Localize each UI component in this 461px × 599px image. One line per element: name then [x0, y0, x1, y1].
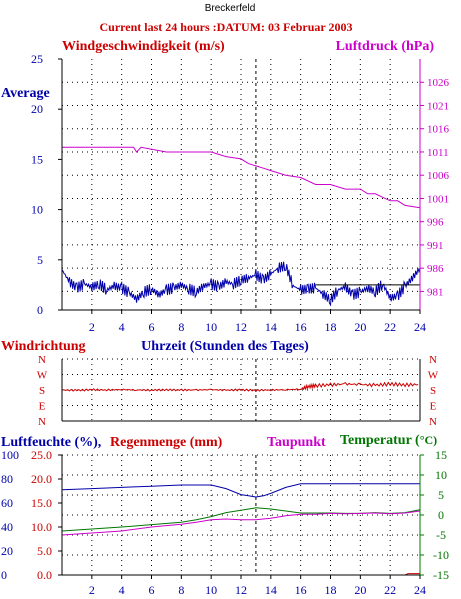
humidity-tick-label: 60 — [1, 496, 13, 510]
pressure-axis-label: Luftdruck (hPa) — [336, 39, 435, 54]
wind-speed-tick-label: 10 — [31, 203, 43, 217]
temperature-label-unit: °C) — [420, 433, 437, 447]
wind-direction-axes: N NW WS SE EN N — [37, 354, 439, 428]
rain-tick-label: 15.0 — [31, 496, 52, 510]
pressure-tick-label: 1021 — [427, 100, 449, 112]
pressure-tick-label: 1011 — [427, 147, 449, 159]
pressure-tick-label: 986 — [427, 263, 444, 275]
wind-speed-axis-label: Windgeschwindigkeit (m/s) — [62, 39, 225, 54]
temperature-axis-label: Temperatur (°C) — [340, 433, 437, 448]
temperature-label-text: Temperatur ( — [340, 433, 420, 448]
wind-pressure-panel: Windgeschwindigkeit (m/s) Luftdruck (hPa… — [1, 39, 450, 334]
hour-tick-label: 16 — [295, 583, 307, 597]
pressure-line — [62, 146, 421, 209]
wind-speed-tick-label: 0 — [37, 303, 43, 317]
direction-label-left: W — [37, 370, 48, 382]
temperature-tick-label: -5 — [436, 528, 446, 542]
hour-tick-label: 18 — [325, 320, 337, 334]
hour-tick-label: 10 — [205, 320, 217, 334]
hour-tick-label: 2 — [89, 320, 95, 334]
humidity-axis-label: Luftfeuchte (%), — [1, 435, 101, 450]
rain-tick-label: 5.0 — [37, 544, 52, 558]
wind-direction-panel: Windrichtung Uhrzeit (Stunden des Tages)… — [1, 339, 439, 428]
humidity-tick-label: 80 — [1, 472, 13, 486]
direction-label-left: E — [39, 401, 46, 413]
wind-direction-line — [61, 381, 419, 392]
dewpoint-line — [61, 510, 421, 536]
hour-tick-label: 20 — [354, 320, 366, 334]
humidity-line — [61, 483, 420, 498]
hour-tick-label: 8 — [178, 583, 184, 597]
wind-direction-series — [61, 359, 419, 421]
dewpoint-label: Taupunkt — [267, 435, 326, 450]
hour-tick-label: 6 — [149, 320, 155, 334]
humidity-tick-label: 20 — [1, 544, 13, 558]
average-label: Average — [1, 86, 50, 101]
hour-tick-label: 4 — [119, 583, 125, 597]
pressure-tick-label: 981 — [427, 286, 444, 298]
pressure-tick-label: 1001 — [427, 193, 449, 205]
pressure-tick-label: 991 — [427, 240, 444, 252]
temperature-tick-label: 5 — [438, 488, 444, 502]
humidity-tick-label: 0 — [1, 568, 7, 582]
humidity-temperature-axes: 151050-5-10-1510080604020025.020.015.010… — [1, 448, 449, 597]
wind-pressure-grid — [62, 59, 421, 310]
chart-title: Current last 24 hours :DATUM: 03 Februar… — [100, 20, 353, 34]
rain-axis-label: Regenmenge (mm) — [110, 435, 223, 450]
hour-tick-label: 8 — [178, 320, 184, 334]
hour-tick-label: 22 — [384, 583, 396, 597]
time-axis-label: Uhrzeit (Stunden des Tages) — [141, 339, 309, 354]
hour-tick-label: 20 — [354, 583, 366, 597]
wind-speed-tick-label: 15 — [31, 152, 43, 166]
hour-tick-label: 14 — [265, 583, 277, 597]
hour-tick-label: 12 — [235, 583, 247, 597]
rain-tick-label: 20.0 — [31, 472, 52, 486]
hour-tick-label: 16 — [295, 320, 307, 334]
hour-tick-label: 22 — [384, 320, 396, 334]
pressure-tick-label: 1026 — [427, 77, 450, 89]
hour-tick-label: 4 — [119, 320, 125, 334]
hour-tick-label: 2 — [89, 583, 95, 597]
rain-tick-label: 25.0 — [31, 448, 52, 462]
wind-speed-line — [61, 261, 421, 307]
direction-label-right: S — [430, 385, 436, 397]
pressure-tick-label: 1006 — [427, 170, 450, 182]
wind-speed-tick-label: 20 — [31, 102, 43, 116]
temperature-tick-label: -15 — [433, 568, 449, 582]
hour-tick-label: 18 — [325, 583, 337, 597]
hour-tick-label: 14 — [265, 320, 277, 334]
station-name: Breckerfeld — [205, 3, 256, 14]
temperature-tick-label: 0 — [438, 508, 444, 522]
hour-tick-label: 24 — [414, 583, 426, 597]
humidity-temperature-grid — [62, 454, 421, 576]
direction-label-right: N — [429, 354, 437, 366]
direction-label-right: E — [430, 401, 437, 413]
direction-label-left: S — [39, 385, 45, 397]
direction-label-left: N — [38, 416, 46, 428]
temperature-tick-label: 10 — [435, 468, 447, 482]
temperature-tick-label: -10 — [433, 548, 449, 562]
direction-label-left: N — [38, 354, 46, 366]
rain-tick-label: 10.0 — [31, 520, 52, 534]
pressure-tick-label: 996 — [427, 217, 444, 229]
direction-label-right: N — [429, 416, 437, 428]
humidity-tick-label: 40 — [1, 520, 13, 534]
rain-tick-label: 0.0 — [37, 568, 52, 582]
wind-speed-tick-label: 5 — [37, 253, 43, 267]
wind-direction-label: Windrichtung — [1, 339, 86, 354]
direction-label-right: W — [428, 370, 439, 382]
wind-speed-tick-label: 25 — [31, 52, 43, 66]
hour-tick-label: 12 — [235, 320, 247, 334]
pressure-tick-label: 1016 — [427, 124, 450, 136]
temperature-tick-label: 15 — [435, 448, 447, 462]
hour-tick-label: 10 — [205, 583, 217, 597]
hour-tick-label: 24 — [414, 320, 426, 334]
humidity-temperature-panel: Luftfeuchte (%), Regenmenge (mm) Taupunk… — [1, 433, 449, 597]
humidity-tick-label: 100 — [1, 448, 19, 462]
wind-pressure-series — [61, 59, 421, 310]
hour-tick-label: 6 — [149, 583, 155, 597]
